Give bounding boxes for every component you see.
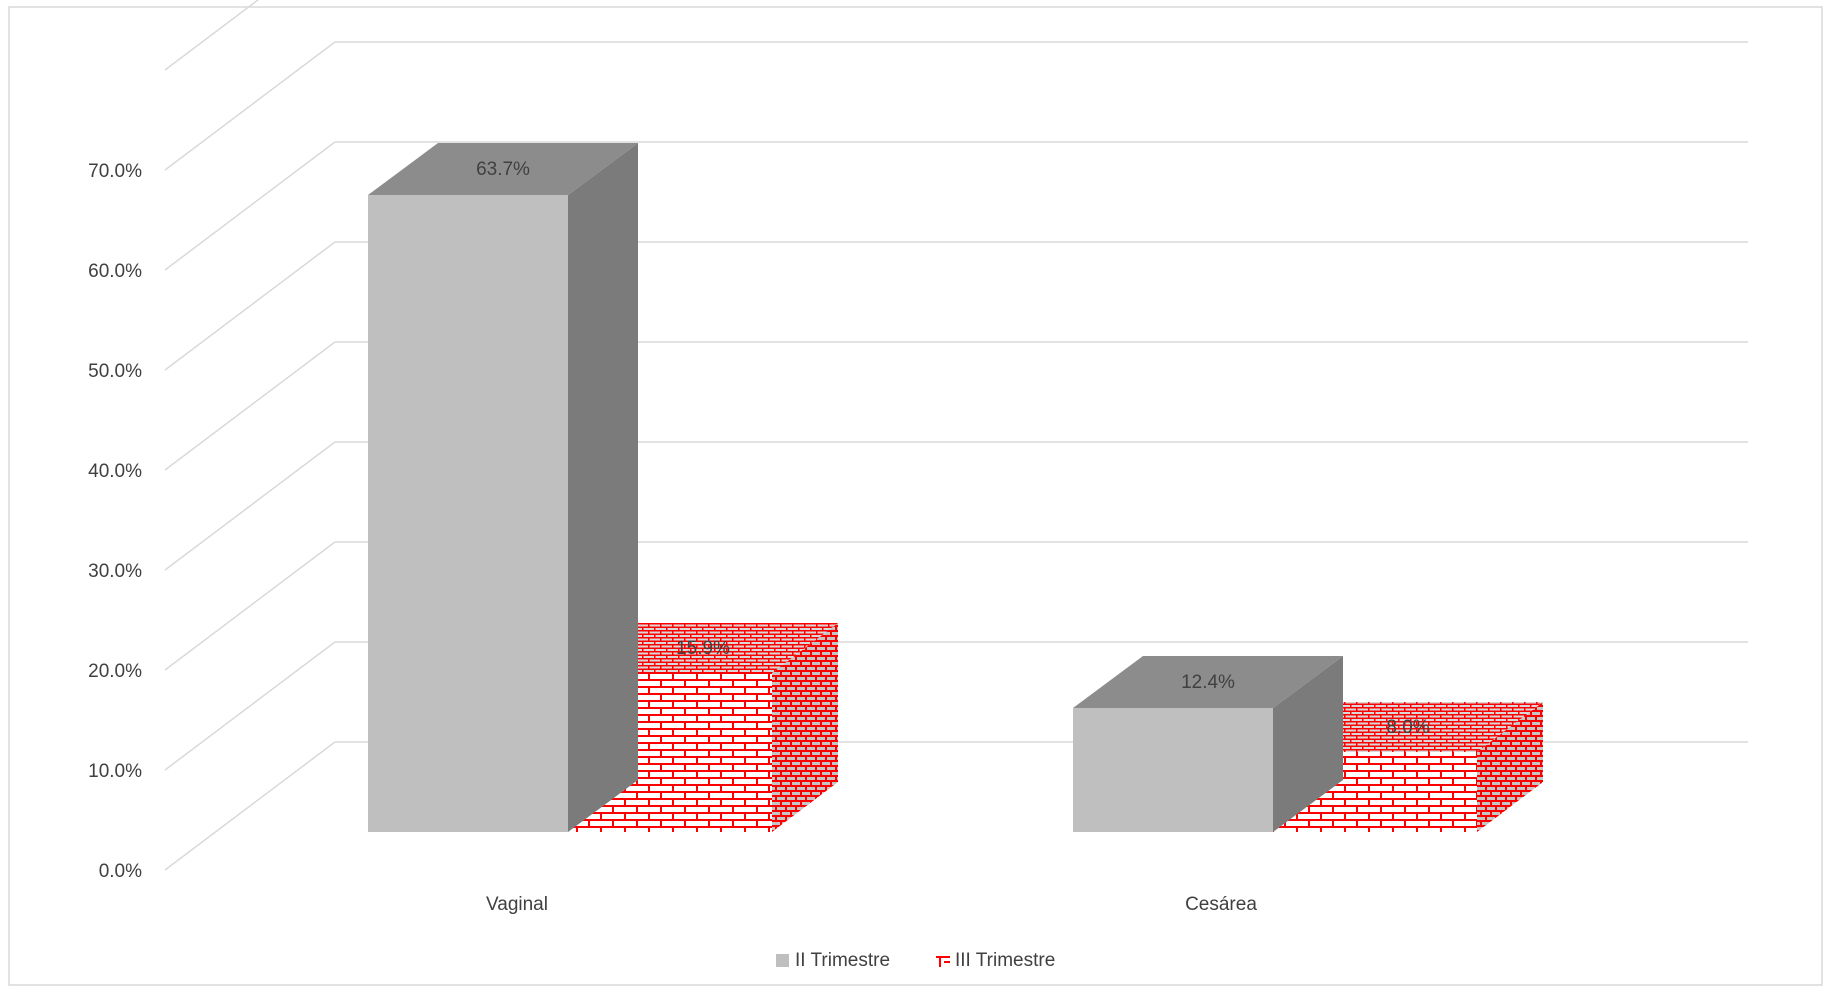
legend-label-iii-trimestre: III Trimestre	[955, 950, 1055, 971]
x-axis-categories: Vaginal Cesárea	[486, 894, 1257, 915]
bar-iii-trimestre-0-side	[772, 623, 838, 832]
data-label-ii-trimestre: 12.4%	[1181, 672, 1235, 693]
gridline-wall	[164, 641, 336, 771]
gridline-wall	[164, 441, 336, 571]
category-label: Vaginal	[486, 894, 548, 915]
bars-layer	[368, 143, 1543, 832]
gridline-wall	[164, 741, 336, 871]
y-tick-label: 20.0%	[88, 661, 142, 682]
y-tick-label: 30.0%	[88, 561, 142, 582]
data-label-ii-trimestre: 63.7%	[476, 159, 530, 180]
bar-ii-trimestre-1	[1073, 656, 1343, 832]
gridline-wall	[164, 341, 336, 471]
gridline-wall	[164, 141, 336, 271]
gridline-wall	[164, 541, 336, 671]
data-label-iii-trimestre: 15.9%	[676, 638, 730, 659]
y-tick-label: 60.0%	[88, 261, 142, 282]
chart-border	[8, 6, 1823, 986]
category-label: Cesárea	[1185, 894, 1257, 915]
bar-ii-trimestre-0-front	[368, 195, 568, 832]
gridline-wall	[164, 41, 336, 171]
gridline-wall	[164, 241, 336, 371]
data-label-iii-trimestre: 8.0%	[1386, 717, 1429, 738]
legend-label-ii-trimestre: II Trimestre	[795, 950, 890, 971]
legend-swatch-iii-trimestre	[936, 955, 950, 967]
legend-swatch-ii-trimestre	[776, 954, 789, 967]
bar-ii-trimestre-0	[368, 143, 638, 832]
legend: II Trimestre III Trimestre	[776, 950, 1055, 971]
y-tick-label: 0.0%	[99, 861, 142, 882]
data-labels-layer: 63.7% 15.9% 12.4% 8.0%	[476, 159, 1430, 738]
bar-ii-trimestre-1-top	[1073, 656, 1343, 708]
bar-iii-trimestre-1-side	[1477, 702, 1543, 832]
bar-ii-trimestre-1-side	[1273, 656, 1343, 832]
gridline-wall	[164, 0, 260, 71]
y-axis-ticks: 0.0% 10.0% 20.0% 30.0% 40.0% 50.0% 60.0% 70.0%	[88, 161, 142, 882]
bar-ii-trimestre-0-top	[368, 143, 638, 195]
bar-ii-trimestre-1-front	[1073, 708, 1273, 832]
y-tick-label: 10.0%	[88, 761, 142, 782]
y-tick-label: 50.0%	[88, 361, 142, 382]
bar-ii-trimestre-0-side	[568, 143, 638, 832]
y-tick-label: 40.0%	[88, 461, 142, 482]
y-tick-label: 70.0%	[88, 161, 142, 182]
